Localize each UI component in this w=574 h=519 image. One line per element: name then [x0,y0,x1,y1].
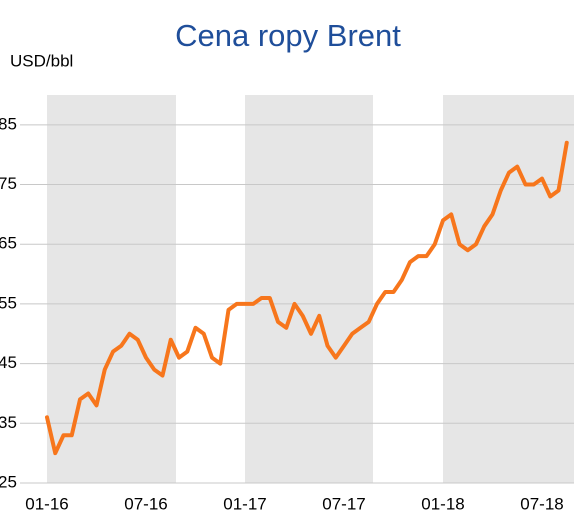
y-tick-label: 65 [0,234,17,253]
price-line [45,140,569,456]
shade-band [245,95,373,483]
y-tick-label: 55 [0,293,17,312]
x-tick-label: 07-18 [520,494,563,513]
shade-band [47,95,176,483]
x-tick-label: 01-17 [223,494,266,513]
y-tick-label: 85 [0,114,17,133]
y-tick-label: 25 [0,472,17,491]
y-axis-label: USD/bbl [10,51,73,70]
shade-band [443,95,574,483]
chart-title: Cena ropy Brent [175,18,401,53]
y-tick-label: 45 [0,353,17,372]
x-tick-label: 07-16 [124,494,167,513]
x-tick-label: 01-16 [25,494,68,513]
x-tick-label: 07-17 [322,494,365,513]
y-tick-label: 35 [0,413,17,432]
x-tick-label: 01-18 [421,494,464,513]
y-tick-label: 75 [0,174,17,193]
